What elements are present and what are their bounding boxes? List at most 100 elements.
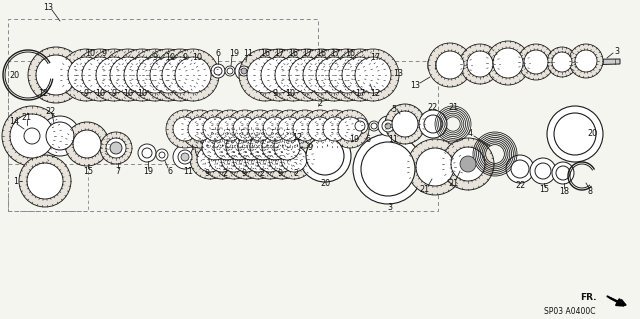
Text: 2: 2 bbox=[223, 168, 228, 177]
Circle shape bbox=[378, 116, 398, 136]
Text: 17: 17 bbox=[355, 90, 365, 99]
Circle shape bbox=[190, 139, 230, 179]
Text: 13: 13 bbox=[410, 81, 420, 91]
Circle shape bbox=[416, 148, 454, 186]
Circle shape bbox=[27, 163, 63, 199]
Circle shape bbox=[214, 67, 222, 75]
Bar bbox=[8, 61, 438, 211]
Circle shape bbox=[369, 121, 379, 131]
Text: 9: 9 bbox=[204, 168, 209, 177]
Circle shape bbox=[361, 142, 415, 196]
Circle shape bbox=[556, 166, 570, 180]
Text: 6: 6 bbox=[168, 167, 173, 175]
Circle shape bbox=[250, 139, 290, 179]
Text: 17: 17 bbox=[274, 49, 284, 58]
Circle shape bbox=[231, 127, 271, 167]
Circle shape bbox=[257, 146, 283, 172]
Circle shape bbox=[82, 57, 118, 93]
Text: 12: 12 bbox=[370, 90, 380, 99]
Text: 6: 6 bbox=[216, 49, 221, 58]
Text: 11: 11 bbox=[388, 136, 398, 145]
Text: 19: 19 bbox=[143, 167, 153, 175]
Circle shape bbox=[60, 49, 112, 101]
Text: 12: 12 bbox=[292, 133, 302, 143]
Circle shape bbox=[247, 57, 283, 93]
Circle shape bbox=[295, 49, 347, 101]
Circle shape bbox=[110, 142, 122, 154]
Text: 3: 3 bbox=[614, 47, 620, 56]
Circle shape bbox=[195, 127, 235, 167]
Text: 10: 10 bbox=[123, 90, 133, 99]
Circle shape bbox=[392, 111, 418, 137]
Circle shape bbox=[19, 155, 71, 207]
Circle shape bbox=[88, 49, 140, 101]
Circle shape bbox=[382, 120, 394, 132]
Circle shape bbox=[233, 146, 259, 172]
Circle shape bbox=[166, 110, 204, 148]
Circle shape bbox=[214, 134, 240, 160]
Circle shape bbox=[262, 134, 288, 160]
Circle shape bbox=[233, 117, 257, 141]
Polygon shape bbox=[428, 59, 620, 69]
Circle shape bbox=[162, 57, 198, 93]
Text: 17: 17 bbox=[330, 49, 340, 58]
Text: 8: 8 bbox=[588, 187, 593, 196]
Text: 9: 9 bbox=[307, 143, 312, 152]
Circle shape bbox=[269, 146, 295, 172]
Circle shape bbox=[569, 44, 603, 78]
Circle shape bbox=[338, 117, 362, 141]
Circle shape bbox=[96, 57, 132, 93]
Text: 10: 10 bbox=[95, 90, 105, 99]
Circle shape bbox=[274, 134, 300, 160]
Circle shape bbox=[506, 155, 534, 183]
Circle shape bbox=[40, 116, 80, 156]
Circle shape bbox=[460, 44, 500, 84]
Circle shape bbox=[467, 51, 493, 77]
Circle shape bbox=[24, 128, 40, 144]
Circle shape bbox=[331, 110, 369, 148]
Bar bbox=[8, 136, 88, 211]
Circle shape bbox=[547, 47, 577, 77]
Circle shape bbox=[554, 113, 596, 155]
Text: 10: 10 bbox=[285, 90, 295, 99]
Circle shape bbox=[36, 55, 76, 95]
Circle shape bbox=[211, 64, 225, 78]
Text: 21: 21 bbox=[21, 113, 31, 122]
Circle shape bbox=[524, 50, 548, 74]
Circle shape bbox=[138, 144, 156, 162]
Circle shape bbox=[293, 117, 317, 141]
Circle shape bbox=[329, 57, 365, 93]
Text: 6: 6 bbox=[365, 136, 371, 145]
Circle shape bbox=[74, 49, 126, 101]
Circle shape bbox=[73, 130, 101, 158]
Circle shape bbox=[245, 146, 271, 172]
Circle shape bbox=[150, 57, 186, 93]
Text: 2: 2 bbox=[259, 168, 264, 177]
Text: 9: 9 bbox=[182, 53, 188, 62]
Text: 17: 17 bbox=[370, 53, 380, 62]
Circle shape bbox=[442, 138, 494, 190]
Circle shape bbox=[241, 110, 279, 148]
Bar bbox=[8, 19, 318, 164]
Circle shape bbox=[424, 115, 442, 133]
Circle shape bbox=[226, 139, 266, 179]
Circle shape bbox=[535, 163, 551, 179]
Circle shape bbox=[235, 62, 253, 80]
Circle shape bbox=[274, 139, 314, 179]
Text: 16: 16 bbox=[316, 49, 326, 58]
Text: 13: 13 bbox=[393, 70, 403, 78]
Circle shape bbox=[281, 146, 307, 172]
Circle shape bbox=[218, 117, 242, 141]
Circle shape bbox=[197, 146, 223, 172]
Circle shape bbox=[353, 134, 423, 204]
Circle shape bbox=[175, 57, 211, 93]
Circle shape bbox=[226, 134, 252, 160]
Circle shape bbox=[173, 145, 197, 169]
Circle shape bbox=[278, 117, 302, 141]
Circle shape bbox=[316, 57, 352, 93]
Circle shape bbox=[262, 139, 302, 179]
Text: 2: 2 bbox=[293, 168, 299, 177]
Circle shape bbox=[493, 48, 523, 78]
Text: 14: 14 bbox=[9, 116, 19, 125]
Circle shape bbox=[227, 68, 233, 74]
